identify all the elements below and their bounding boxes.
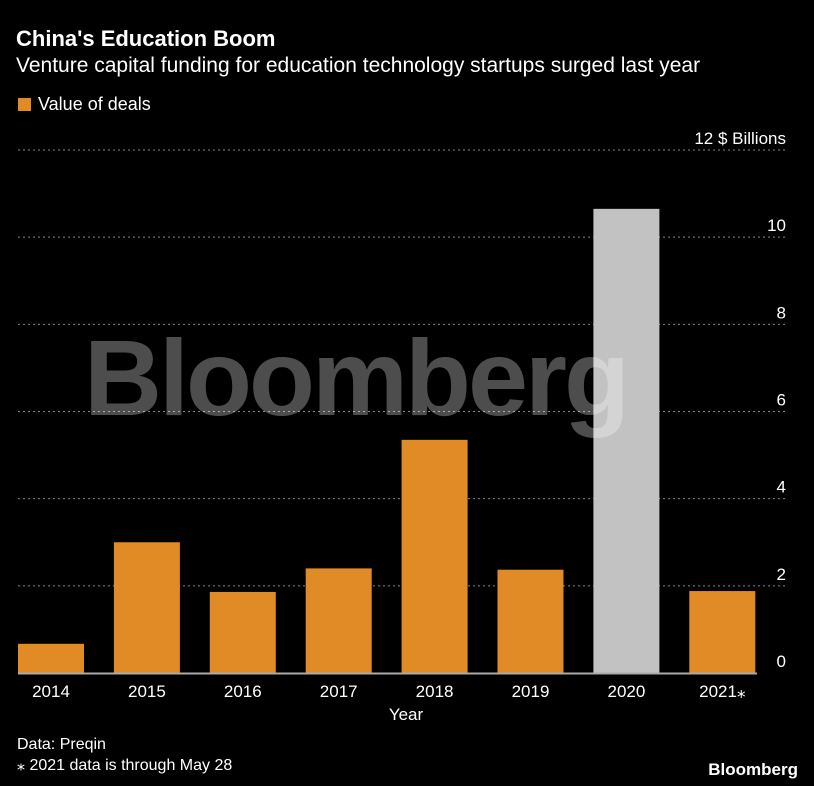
watermark: Bloomberg bbox=[84, 317, 630, 438]
bar bbox=[593, 208, 660, 673]
bar bbox=[18, 643, 84, 673]
bar bbox=[305, 568, 372, 673]
y-tick-label: 12 $ Billions bbox=[694, 129, 786, 148]
x-tick-label: 2018 bbox=[416, 682, 454, 701]
bar bbox=[497, 569, 564, 673]
x-axis-label: Year bbox=[389, 705, 424, 724]
source-note: Data: Preqin bbox=[17, 736, 106, 753]
y-tick-label: 0 bbox=[777, 652, 786, 671]
x-tick-label: 2014 bbox=[32, 682, 70, 701]
chart-title: China's Education Boom bbox=[16, 26, 276, 51]
y-tick-label: 2 bbox=[777, 565, 786, 584]
chart-subtitle: Venture capital funding for education te… bbox=[16, 54, 701, 77]
bar bbox=[209, 591, 276, 673]
bar bbox=[689, 591, 756, 673]
footnote: ⁎ 2021 data is through May 28 bbox=[17, 757, 233, 774]
y-tick-label: 10 bbox=[767, 216, 786, 235]
legend-swatch bbox=[18, 98, 31, 111]
x-tick-label: 2015 bbox=[128, 682, 166, 701]
x-tick-label: 2020 bbox=[607, 682, 645, 701]
x-tick-label: 2019 bbox=[512, 682, 550, 701]
legend: Value of deals bbox=[18, 94, 151, 115]
bar bbox=[401, 439, 468, 673]
legend-label: Value of deals bbox=[38, 94, 151, 114]
bar bbox=[113, 542, 180, 673]
x-tick-label: 2021⁎ bbox=[699, 682, 745, 701]
y-tick-label: 4 bbox=[777, 478, 786, 497]
y-tick-label: 8 bbox=[777, 303, 786, 322]
x-tick-label: 2017 bbox=[320, 682, 358, 701]
bloomberg-logo: Bloomberg bbox=[708, 760, 798, 779]
x-tick-label: 2016 bbox=[224, 682, 262, 701]
y-tick-label: 6 bbox=[777, 391, 786, 410]
